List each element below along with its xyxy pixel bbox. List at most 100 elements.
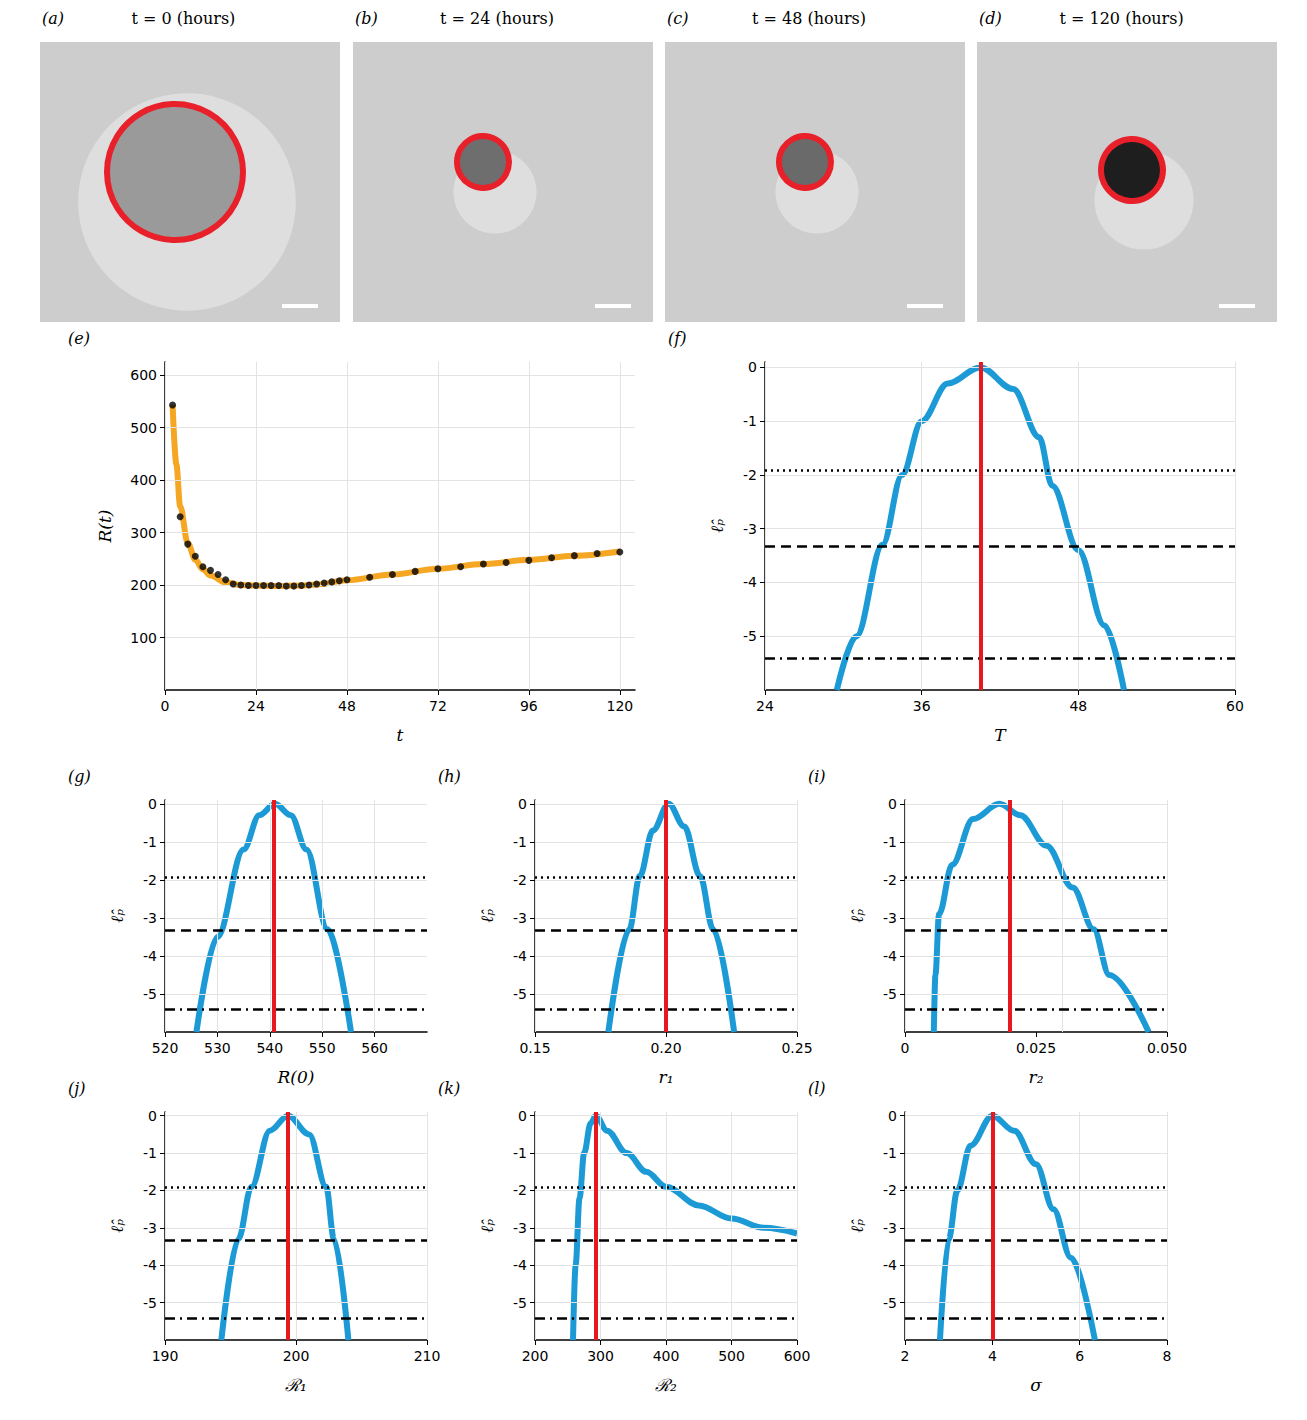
svg-text:t = 48 (hours): t = 48 (hours) [752, 9, 866, 28]
svg-text:R(0): R(0) [277, 1067, 315, 1087]
svg-text:ℓ̂ₚ: ℓ̂ₚ [477, 1219, 497, 1233]
svg-text:ℓ̂ₚ: ℓ̂ₚ [107, 1219, 127, 1233]
svg-text:ℓ̂ₚ: ℓ̂ₚ [107, 909, 127, 923]
svg-text:-5: -5 [143, 986, 157, 1002]
svg-text:0: 0 [888, 796, 897, 812]
svg-text:-1: -1 [143, 1145, 157, 1161]
svg-text:-4: -4 [883, 948, 897, 964]
svg-text:0.25: 0.25 [781, 1040, 812, 1056]
svg-text:0: 0 [901, 1040, 910, 1056]
svg-text:-3: -3 [883, 910, 897, 926]
svg-text:ℓ̂ₚ: ℓ̂ₚ [847, 909, 867, 923]
svg-text:-2: -2 [743, 467, 757, 483]
svg-text:300: 300 [130, 525, 157, 541]
svg-text:500: 500 [718, 1348, 745, 1364]
svg-text:(h): (h) [438, 767, 461, 786]
svg-text:530: 530 [204, 1040, 231, 1056]
svg-text:24: 24 [756, 698, 774, 714]
svg-text:210: 210 [414, 1348, 441, 1364]
svg-text:ℛ₂: ℛ₂ [655, 1375, 677, 1395]
svg-text:-3: -3 [513, 1220, 527, 1236]
svg-text:540: 540 [256, 1040, 283, 1056]
svg-text:0.15: 0.15 [519, 1040, 550, 1056]
svg-text:-5: -5 [883, 1295, 897, 1311]
svg-text:-3: -3 [513, 910, 527, 926]
svg-text:-2: -2 [143, 1182, 157, 1198]
svg-text:0: 0 [748, 359, 757, 375]
svg-text:8: 8 [1163, 1348, 1172, 1364]
svg-text:400: 400 [653, 1348, 680, 1364]
svg-text:-5: -5 [883, 986, 897, 1002]
svg-text:-5: -5 [513, 1295, 527, 1311]
svg-text:(j): (j) [68, 1079, 85, 1098]
svg-text:72: 72 [429, 698, 447, 714]
svg-text:400: 400 [130, 472, 157, 488]
svg-text:560: 560 [361, 1040, 388, 1056]
svg-text:0.050: 0.050 [1147, 1040, 1187, 1056]
svg-text:0: 0 [148, 1108, 157, 1124]
svg-text:(d): (d) [979, 9, 1002, 28]
svg-text:-5: -5 [143, 1295, 157, 1311]
svg-text:(l): (l) [808, 1079, 826, 1098]
svg-text:2: 2 [901, 1348, 910, 1364]
svg-text:r₂: r₂ [1029, 1067, 1044, 1087]
svg-text:(i): (i) [808, 767, 826, 786]
svg-text:t = 24 (hours): t = 24 (hours) [440, 9, 554, 28]
svg-text:-1: -1 [883, 834, 897, 850]
svg-text:48: 48 [338, 698, 356, 714]
svg-text:-2: -2 [513, 1182, 527, 1198]
svg-text:(f): (f) [668, 329, 686, 348]
svg-text:6: 6 [1075, 1348, 1084, 1364]
svg-text:200: 200 [283, 1348, 310, 1364]
svg-text:-1: -1 [883, 1145, 897, 1161]
svg-text:0: 0 [518, 1108, 527, 1124]
svg-text:36: 36 [913, 698, 931, 714]
svg-text:-4: -4 [883, 1257, 897, 1273]
svg-text:0: 0 [518, 796, 527, 812]
svg-text:96: 96 [520, 698, 538, 714]
svg-text:-4: -4 [143, 948, 157, 964]
svg-text:r₁: r₁ [659, 1067, 674, 1087]
svg-text:300: 300 [587, 1348, 614, 1364]
svg-text:0: 0 [888, 1108, 897, 1124]
svg-text:(e): (e) [68, 329, 90, 348]
svg-text:600: 600 [784, 1348, 811, 1364]
svg-text:600: 600 [130, 367, 157, 383]
svg-text:-2: -2 [883, 1182, 897, 1198]
svg-text:-2: -2 [143, 872, 157, 888]
svg-text:σ: σ [1030, 1375, 1042, 1395]
svg-text:(c): (c) [667, 9, 688, 28]
svg-text:T: T [994, 725, 1007, 745]
svg-text:48: 48 [1069, 698, 1087, 714]
svg-text:0.025: 0.025 [1016, 1040, 1056, 1056]
svg-text:0.20: 0.20 [650, 1040, 681, 1056]
svg-text:t = 0 (hours): t = 0 (hours) [132, 9, 236, 28]
svg-text:-1: -1 [513, 834, 527, 850]
svg-text:-5: -5 [513, 986, 527, 1002]
svg-text:60: 60 [1226, 698, 1244, 714]
svg-text:-3: -3 [143, 1220, 157, 1236]
svg-text:ℓ̂ₚ: ℓ̂ₚ [847, 1219, 867, 1233]
svg-text:-1: -1 [143, 834, 157, 850]
svg-text:t: t [397, 725, 404, 745]
svg-text:-1: -1 [743, 413, 757, 429]
svg-text:-3: -3 [743, 521, 757, 537]
svg-text:ℛ₁: ℛ₁ [285, 1375, 307, 1395]
svg-text:-4: -4 [143, 1257, 157, 1273]
svg-text:190: 190 [152, 1348, 179, 1364]
svg-text:-2: -2 [883, 872, 897, 888]
svg-text:-4: -4 [513, 948, 527, 964]
svg-text:-1: -1 [513, 1145, 527, 1161]
svg-text:R(t): R(t) [95, 510, 115, 544]
svg-text:120: 120 [606, 698, 633, 714]
svg-text:24: 24 [247, 698, 265, 714]
svg-text:(a): (a) [42, 9, 64, 28]
svg-text:0: 0 [148, 796, 157, 812]
svg-text:200: 200 [130, 577, 157, 593]
svg-text:-4: -4 [743, 574, 757, 590]
svg-text:4: 4 [988, 1348, 997, 1364]
svg-text:550: 550 [309, 1040, 336, 1056]
svg-text:(b): (b) [355, 9, 378, 28]
svg-text:(g): (g) [68, 767, 91, 786]
svg-text:ℓ̂ₚ: ℓ̂ₚ [477, 909, 497, 923]
